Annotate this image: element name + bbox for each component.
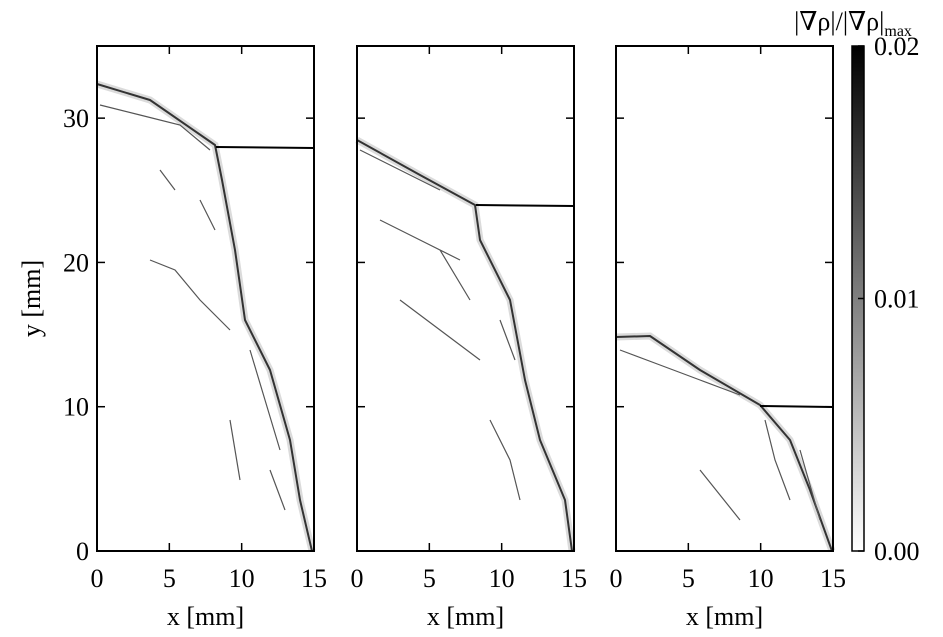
x-tick-label: 5 xyxy=(682,564,695,593)
y-tick-label: 0 xyxy=(76,537,89,566)
y-tick-label: 30 xyxy=(63,104,89,133)
y-tick-label: 20 xyxy=(63,248,89,277)
colorbar-tick-label: 0.01 xyxy=(874,285,920,314)
x-tick-label: 15 xyxy=(820,564,846,593)
colorbar-label: |∇ρ|/|∇ρ|max xyxy=(794,7,912,40)
schlieren-image xyxy=(95,80,836,553)
x-tick-label: 10 xyxy=(748,564,774,593)
x-axis-label: x [mm] xyxy=(427,602,504,631)
y-tick-label: 10 xyxy=(63,393,89,422)
axes-frame xyxy=(356,45,575,552)
x-axis-label: x [mm] xyxy=(686,602,763,631)
axes-frame xyxy=(96,45,315,552)
x-tick-label: 5 xyxy=(163,564,176,593)
x-tick-label: 10 xyxy=(489,564,515,593)
x-tick-label: 0 xyxy=(351,564,364,593)
x-tick-label: 0 xyxy=(91,564,104,593)
x-tick-label: 5 xyxy=(423,564,436,593)
colorbar-tick-label: 0.00 xyxy=(874,537,920,566)
x-axis-label: x [mm] xyxy=(167,602,244,631)
x-tick-label: 0 xyxy=(610,564,623,593)
axes-frame xyxy=(615,45,834,552)
x-tick-label: 10 xyxy=(229,564,255,593)
colorbar-tick-label: 0.02 xyxy=(874,32,920,61)
colorbar-label-sub: max xyxy=(884,23,912,40)
x-tick-label: 15 xyxy=(301,564,327,593)
x-tick-label: 15 xyxy=(561,564,587,593)
colorbar-label-main: |∇ρ|/|∇ρ| xyxy=(794,7,884,36)
y-axis-label: y [mm] xyxy=(17,260,46,337)
